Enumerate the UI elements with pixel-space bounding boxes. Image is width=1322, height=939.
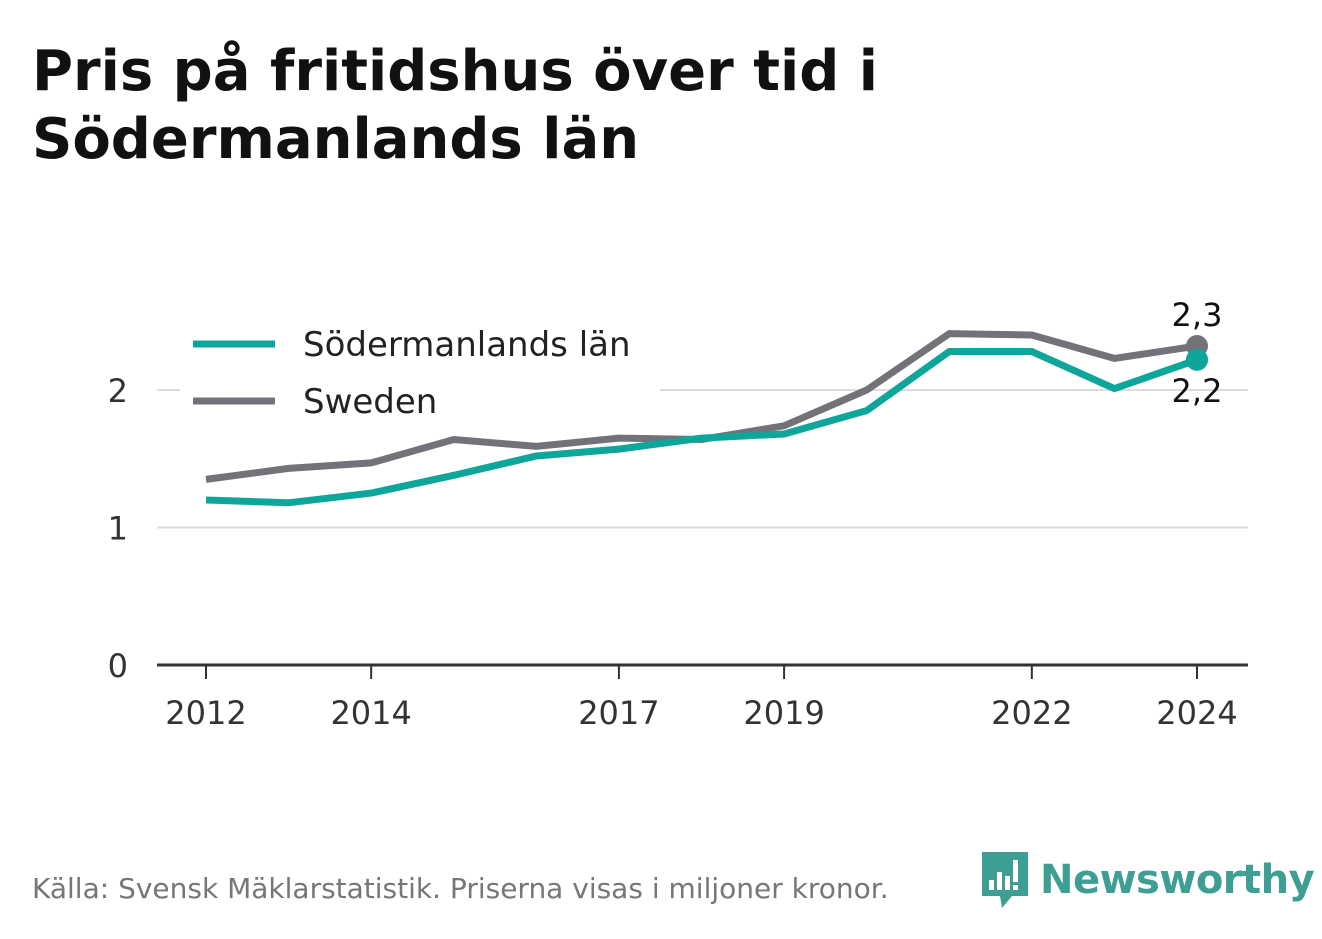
x-tick-label: 2024 [1156, 694, 1237, 732]
source-note: Källa: Svensk Mäklarstatistik. Priserna … [32, 872, 889, 905]
series-line-sodermanland [205, 348, 1199, 507]
y-tick-label: 0 [108, 647, 128, 685]
legend: Södermanlands län Sweden [180, 318, 660, 426]
y-axis-ticks: 0 1 2 [108, 372, 128, 685]
legend-label: Sweden [303, 382, 437, 422]
y-tick-label: 2 [108, 372, 128, 410]
series-lines [205, 330, 1199, 507]
end-point-marker [1186, 348, 1208, 371]
chart-title: Pris på fritidshus över tid i Södermanla… [32, 39, 878, 172]
legend-label: Södermanlands län [303, 325, 631, 365]
x-tick-label: 2017 [578, 694, 659, 732]
end-label-sodermanland: 2,2 [1172, 372, 1223, 410]
y-tick-label: 1 [108, 510, 128, 548]
x-tick-label: 2014 [330, 694, 411, 732]
end-label-sweden: 2,3 [1172, 296, 1223, 334]
brand-logo: Newsworthy [980, 850, 1315, 910]
end-labels: 2,3 2,2 [1172, 296, 1223, 410]
x-tick-label: 2022 [991, 694, 1072, 732]
legend-background [180, 318, 660, 426]
x-tick-label: 2012 [165, 694, 246, 732]
x-axis-ticks: 2012 2014 2017 2019 2022 2024 [165, 665, 1238, 732]
brand-name: Newsworthy [1040, 857, 1315, 903]
x-tick-label: 2019 [743, 694, 824, 732]
newsworthy-bar-chart-icon [982, 852, 1028, 908]
